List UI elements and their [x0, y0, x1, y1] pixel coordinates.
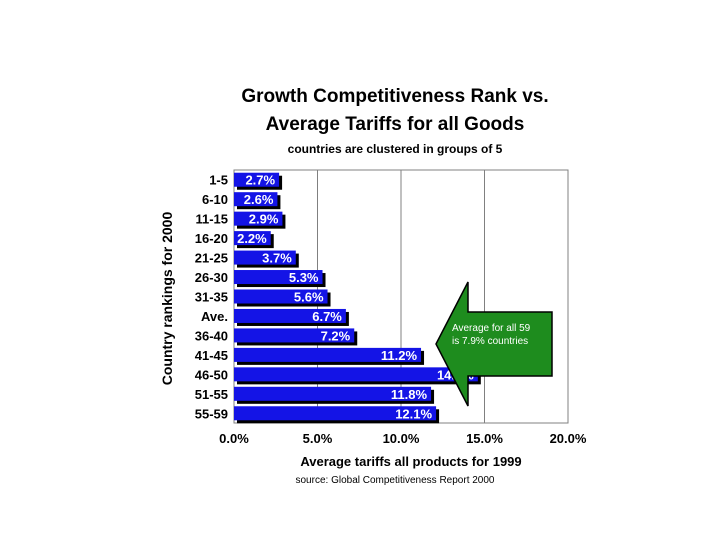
bar — [234, 270, 323, 285]
x-axis-title: Average tariffs all products for 1999 — [300, 454, 521, 469]
chart-title-line-1: Growth Competitiveness Rank vs. — [241, 86, 549, 107]
y-axis-title: Country rankings for 2000 — [159, 212, 175, 386]
source-note: source: Global Competitiveness Report 20… — [295, 475, 495, 486]
bar — [234, 386, 432, 401]
category-label: 26-30 — [195, 270, 228, 285]
category-label: 6-10 — [202, 192, 228, 207]
category-label: 46-50 — [195, 367, 228, 382]
data-label: 2.6% — [244, 192, 274, 207]
annotation-line-1: Average for all 59 — [452, 323, 531, 334]
bar — [234, 211, 283, 226]
data-label: 2.2% — [237, 231, 267, 246]
data-label: 3.7% — [262, 251, 292, 266]
data-label: 2.7% — [245, 173, 275, 188]
bar — [234, 289, 328, 304]
data-label: 7.2% — [321, 328, 351, 343]
bar — [234, 347, 422, 362]
x-tick-label: 20.0% — [550, 431, 587, 446]
bar — [234, 250, 296, 265]
category-label: 41-45 — [195, 348, 228, 363]
data-label: 5.3% — [289, 270, 319, 285]
data-label: 11.8% — [391, 387, 428, 402]
data-label: 6.7% — [312, 309, 342, 324]
category-label: 21-25 — [195, 251, 228, 266]
category-label: 16-20 — [195, 231, 228, 246]
x-tick-label: 15.0% — [466, 431, 503, 446]
annotation-text: Average for all 59 is 7.9% countries — [452, 322, 552, 348]
data-label: 5.6% — [294, 290, 324, 305]
chart-subtitle: countries are clustered in groups of 5 — [287, 142, 503, 156]
category-label: 31-35 — [195, 290, 228, 305]
x-tick-label: 5.0% — [303, 431, 333, 446]
category-label: 1-5 — [209, 173, 228, 188]
data-label: 2.9% — [249, 212, 279, 227]
bar — [234, 406, 437, 421]
x-tick-label: 10.0% — [383, 431, 420, 446]
bar — [234, 328, 355, 343]
category-label: Ave. — [201, 309, 228, 324]
data-label: 11.2% — [381, 348, 418, 363]
x-tick-label: 0.0% — [219, 431, 249, 446]
annotation-line-2: is 7.9% countries — [452, 336, 529, 347]
bar — [234, 308, 346, 323]
category-label: 55-59 — [195, 406, 228, 421]
chart-title-line-2: Average Tariffs for all Goods — [265, 114, 525, 135]
category-label: 51-55 — [195, 387, 228, 402]
bar — [234, 367, 478, 382]
annotation-arrow — [435, 281, 553, 407]
bar — [234, 172, 280, 187]
category-label: 11-15 — [195, 212, 228, 227]
bar — [234, 231, 271, 246]
data-label: 12.1% — [395, 406, 432, 421]
category-label: 36-40 — [195, 328, 228, 343]
bar — [234, 192, 278, 207]
